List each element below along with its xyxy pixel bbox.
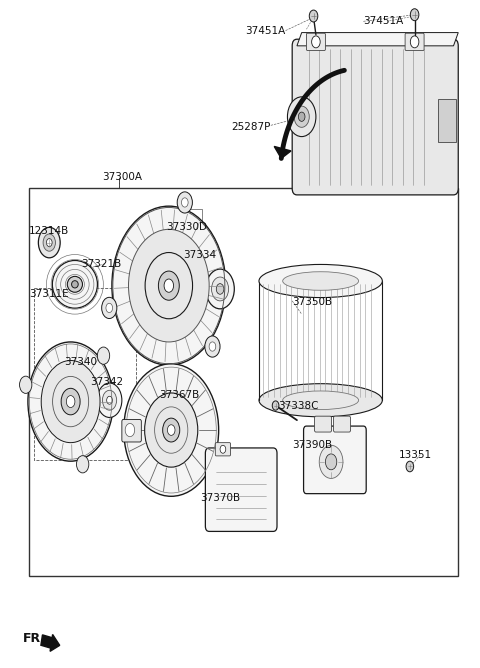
Ellipse shape <box>283 272 359 291</box>
Circle shape <box>181 198 188 207</box>
Circle shape <box>410 9 419 21</box>
Circle shape <box>206 269 234 309</box>
Text: 37451A: 37451A <box>363 16 404 26</box>
Circle shape <box>312 36 320 48</box>
Circle shape <box>145 253 192 319</box>
Circle shape <box>125 424 135 437</box>
Text: 37330D: 37330D <box>167 222 207 232</box>
Ellipse shape <box>67 277 83 293</box>
Text: 37300A: 37300A <box>102 172 143 182</box>
Ellipse shape <box>259 383 383 417</box>
Circle shape <box>288 97 316 136</box>
Text: FR.: FR. <box>23 632 46 645</box>
Circle shape <box>168 425 175 436</box>
Ellipse shape <box>259 265 383 297</box>
Text: 37342: 37342 <box>91 377 124 387</box>
Circle shape <box>106 303 113 313</box>
Text: 37321B: 37321B <box>81 259 121 269</box>
Circle shape <box>97 347 109 364</box>
Text: 37370B: 37370B <box>200 493 240 503</box>
Circle shape <box>20 376 32 393</box>
Circle shape <box>124 364 219 496</box>
Circle shape <box>66 395 75 407</box>
Circle shape <box>294 106 309 128</box>
Circle shape <box>144 393 198 467</box>
Text: 37451A: 37451A <box>245 25 285 35</box>
Circle shape <box>61 388 80 415</box>
FancyBboxPatch shape <box>334 416 350 432</box>
Circle shape <box>112 206 226 365</box>
Circle shape <box>47 238 52 246</box>
Text: 37340: 37340 <box>64 357 97 367</box>
Text: 37367B: 37367B <box>159 390 200 400</box>
Circle shape <box>205 336 220 357</box>
Circle shape <box>216 284 224 294</box>
Circle shape <box>76 456 89 473</box>
FancyBboxPatch shape <box>303 426 366 494</box>
FancyBboxPatch shape <box>438 99 456 142</box>
Circle shape <box>129 229 209 342</box>
Ellipse shape <box>52 261 97 308</box>
Circle shape <box>155 407 188 454</box>
FancyBboxPatch shape <box>306 33 325 51</box>
Circle shape <box>299 112 305 122</box>
Circle shape <box>163 418 180 442</box>
Circle shape <box>41 361 100 443</box>
FancyBboxPatch shape <box>122 420 141 442</box>
FancyArrow shape <box>41 635 60 651</box>
FancyBboxPatch shape <box>216 443 230 456</box>
Circle shape <box>164 279 174 293</box>
Circle shape <box>28 342 113 461</box>
Ellipse shape <box>283 391 359 409</box>
Circle shape <box>272 401 279 410</box>
Circle shape <box>410 36 419 48</box>
Circle shape <box>53 376 89 427</box>
Circle shape <box>325 454 337 470</box>
Circle shape <box>102 390 117 410</box>
Text: 37311E: 37311E <box>29 289 69 299</box>
FancyBboxPatch shape <box>405 33 424 51</box>
Circle shape <box>212 277 228 301</box>
FancyBboxPatch shape <box>314 416 332 432</box>
Text: 37338C: 37338C <box>278 401 318 411</box>
Polygon shape <box>274 146 291 158</box>
Circle shape <box>209 342 216 351</box>
Circle shape <box>406 461 414 472</box>
Text: 37350B: 37350B <box>292 297 332 307</box>
Circle shape <box>158 271 179 300</box>
Circle shape <box>177 192 192 213</box>
Text: 25287P: 25287P <box>231 122 271 132</box>
Circle shape <box>309 10 318 22</box>
Polygon shape <box>297 33 458 46</box>
Text: 12314B: 12314B <box>29 226 69 236</box>
Circle shape <box>38 227 60 258</box>
Circle shape <box>97 383 122 418</box>
Ellipse shape <box>72 281 78 288</box>
FancyBboxPatch shape <box>292 39 458 195</box>
Text: 13351: 13351 <box>399 450 432 460</box>
Text: 37390B: 37390B <box>292 440 332 450</box>
Circle shape <box>43 234 56 251</box>
Circle shape <box>102 297 117 319</box>
Circle shape <box>319 446 343 478</box>
Text: 37334: 37334 <box>183 250 216 259</box>
Circle shape <box>220 446 226 454</box>
FancyBboxPatch shape <box>205 448 277 532</box>
Circle shape <box>107 396 112 404</box>
